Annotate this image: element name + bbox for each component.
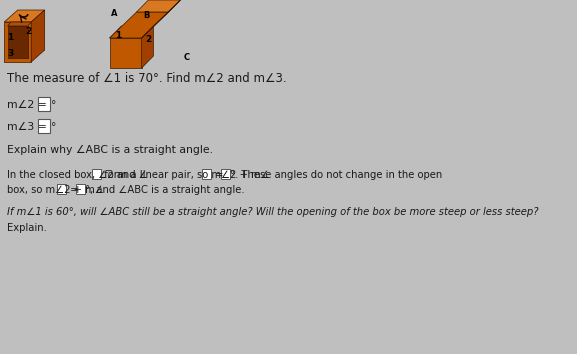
Text: °: ° [51, 100, 57, 110]
Polygon shape [110, 38, 141, 68]
FancyBboxPatch shape [38, 119, 50, 132]
Text: Explain why ∠ABC is a straight angle.: Explain why ∠ABC is a straight angle. [7, 145, 213, 155]
Text: m∠3 =: m∠3 = [7, 122, 50, 132]
Text: If m∠1 is 60°, will ∠ABC still be a straight angle? Will the opening of the box : If m∠1 is 60°, will ∠ABC still be a stra… [7, 207, 538, 217]
Polygon shape [4, 22, 31, 62]
Polygon shape [141, 0, 181, 38]
Text: In the closed box, ∠2 and ∠: In the closed box, ∠2 and ∠ [7, 170, 148, 180]
FancyBboxPatch shape [57, 184, 66, 194]
Text: C: C [184, 53, 190, 62]
Text: °: ° [51, 122, 57, 132]
Polygon shape [141, 26, 153, 68]
Text: The measure of ∠1 is 70°. Find m∠2 and m∠3.: The measure of ∠1 is 70°. Find m∠2 and m… [7, 72, 286, 85]
Polygon shape [110, 12, 168, 38]
Polygon shape [8, 26, 28, 58]
Text: A: A [111, 9, 118, 18]
Polygon shape [31, 10, 44, 62]
Polygon shape [110, 26, 153, 38]
Text: Explain.: Explain. [7, 223, 47, 233]
FancyBboxPatch shape [92, 169, 100, 179]
FancyBboxPatch shape [76, 184, 85, 194]
FancyBboxPatch shape [221, 169, 230, 179]
Text: 1: 1 [115, 32, 121, 40]
Text: 1: 1 [7, 34, 13, 42]
Polygon shape [8, 22, 31, 26]
Polygon shape [4, 10, 44, 22]
Text: °. These angles do not change in the open: °. These angles do not change in the ope… [230, 170, 443, 180]
FancyBboxPatch shape [38, 97, 50, 110]
FancyBboxPatch shape [202, 169, 211, 179]
Text: box, so m∠2 + m∠: box, so m∠2 + m∠ [7, 185, 103, 195]
Text: 3: 3 [7, 50, 13, 58]
Text: =: = [212, 170, 226, 180]
Text: B: B [143, 11, 149, 20]
Text: form a linear pair, so m∠2 + m∠: form a linear pair, so m∠2 + m∠ [101, 170, 270, 180]
Text: m∠2 =: m∠2 = [7, 100, 50, 110]
Text: 2: 2 [25, 28, 32, 36]
Polygon shape [137, 0, 181, 12]
Text: °, and ∠ABC is a straight angle.: °, and ∠ABC is a straight angle. [85, 185, 245, 195]
Text: =: = [66, 185, 81, 195]
Text: 2: 2 [145, 35, 152, 45]
